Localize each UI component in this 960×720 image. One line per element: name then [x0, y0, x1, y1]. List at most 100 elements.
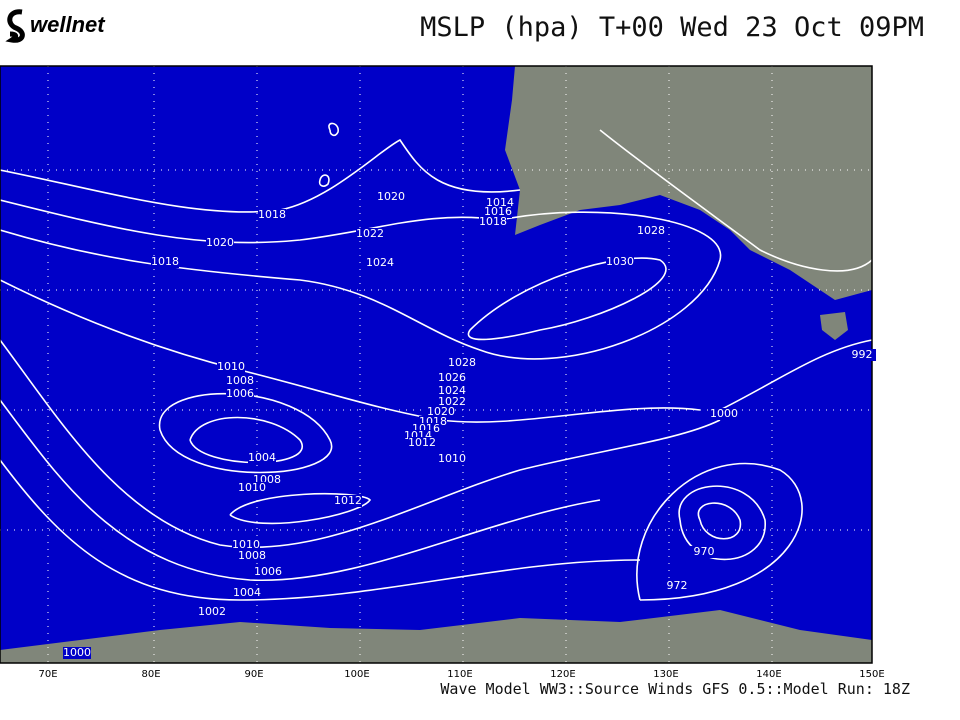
longitude-label: 110E [447, 669, 472, 680]
isobar-label: 1010 [232, 538, 260, 551]
label-bg [408, 437, 436, 449]
longitude-label: 80E [141, 669, 160, 680]
logo-swirl [5, 9, 25, 43]
label-bg [484, 206, 512, 218]
label-bg [479, 216, 507, 228]
label-bg [663, 580, 691, 592]
label-bg [438, 396, 466, 408]
label-bg [606, 256, 634, 268]
isobar [229, 492, 372, 525]
isobar [189, 416, 304, 464]
map-frame [0, 65, 873, 664]
isobar-label: 972 [667, 579, 688, 592]
isobar-label: 1024 [438, 384, 466, 397]
label-bg [356, 228, 384, 240]
longitude-label: 140E [756, 669, 781, 680]
isobar [318, 174, 330, 187]
isobar-label: 1010 [217, 360, 245, 373]
isobar [0, 459, 641, 601]
isobar [719, 339, 873, 411]
label-bg [206, 237, 234, 249]
longitude-labels: 70E 80E 90E 100E 110E 120E 130E 140E 150E [38, 669, 884, 680]
longitude-label: 150E [859, 669, 884, 680]
label-bg [366, 257, 394, 269]
label-bg [233, 587, 261, 599]
isobar-label: 1020 [427, 405, 455, 418]
footer: Wave Model WW3::Source Winds GFS 0.5::Mo… [440, 680, 910, 698]
isobars [0, 122, 873, 601]
isobar-label: 1022 [356, 227, 384, 240]
longitude-label: 130E [653, 669, 678, 680]
label-bg [238, 550, 266, 562]
grid [0, 66, 872, 663]
isobar-label: 1018 [151, 255, 179, 268]
label-bg [377, 191, 405, 203]
isobar-label: 1006 [254, 565, 282, 578]
isobar-label: 1026 [438, 371, 466, 384]
label-bg [690, 546, 718, 558]
isobar-label: 1010 [238, 481, 266, 494]
label-bg [710, 408, 738, 420]
isobar-label: 1000 [710, 407, 738, 420]
longitude-label: 70E [38, 669, 57, 680]
isobar [636, 462, 803, 601]
isobar-label: 1020 [206, 236, 234, 249]
label-bg [217, 361, 245, 373]
isobar-label: 1024 [366, 256, 394, 269]
label-bg [254, 566, 282, 578]
isobar-label: 1006 [226, 387, 254, 400]
label-bg [438, 453, 466, 465]
isobar-label: 1008 [226, 374, 254, 387]
isobar-label: 1018 [258, 208, 286, 221]
label-bg [334, 495, 362, 507]
isobar-label: 1016 [484, 205, 512, 218]
isobar-label: 1012 [408, 436, 436, 449]
isobar-label: 1008 [238, 549, 266, 562]
logo: wellnet [5, 9, 106, 43]
isobar-label: 1012 [334, 494, 362, 507]
isobar-label: 1028 [448, 356, 476, 369]
isobar [0, 211, 722, 360]
isobar-label: 992 [852, 348, 873, 361]
isobar-label: 1030 [606, 255, 634, 268]
isobar [697, 502, 742, 540]
tasmania [820, 312, 848, 340]
label-bg [438, 372, 466, 384]
isobar-labels: 1018102010181020102210241014101610181028… [63, 190, 876, 659]
label-bg [63, 647, 91, 659]
isobar-label: 1004 [248, 451, 276, 464]
longitude-label: 100E [344, 669, 369, 680]
label-bg [238, 482, 266, 494]
label-bg [848, 349, 876, 361]
label-bg [151, 256, 179, 268]
label-bg [232, 539, 260, 551]
isobar [467, 257, 667, 341]
label-bg [248, 452, 276, 464]
label-bg [438, 385, 466, 397]
australia [505, 66, 872, 300]
isobar [0, 339, 721, 549]
isobar-label: 1022 [438, 395, 466, 408]
isobar [0, 138, 521, 213]
antarctica [0, 610, 872, 663]
isobar [328, 122, 339, 137]
isobar-label: 1018 [479, 215, 507, 228]
label-bg [637, 225, 665, 237]
logo-text: wellnet [30, 12, 106, 37]
isobar-label: 1000 [63, 646, 91, 659]
isobar-label: 1028 [637, 224, 665, 237]
isobar [159, 392, 333, 474]
isobar [0, 199, 501, 244]
longitude-label: 90E [244, 669, 263, 680]
isobar-label: 1014 [486, 196, 514, 209]
label-bg [258, 209, 286, 221]
isobar [0, 399, 601, 582]
label-bg [427, 406, 455, 418]
map-area [0, 65, 873, 664]
isobar-label: 1002 [198, 605, 226, 618]
title: MSLP (hpa) T+00 Wed 23 Oct 09PM [420, 12, 924, 43]
longitude-label: 120E [550, 669, 575, 680]
isobar-label: 1010 [438, 452, 466, 465]
isobar-label: 1004 [233, 586, 261, 599]
